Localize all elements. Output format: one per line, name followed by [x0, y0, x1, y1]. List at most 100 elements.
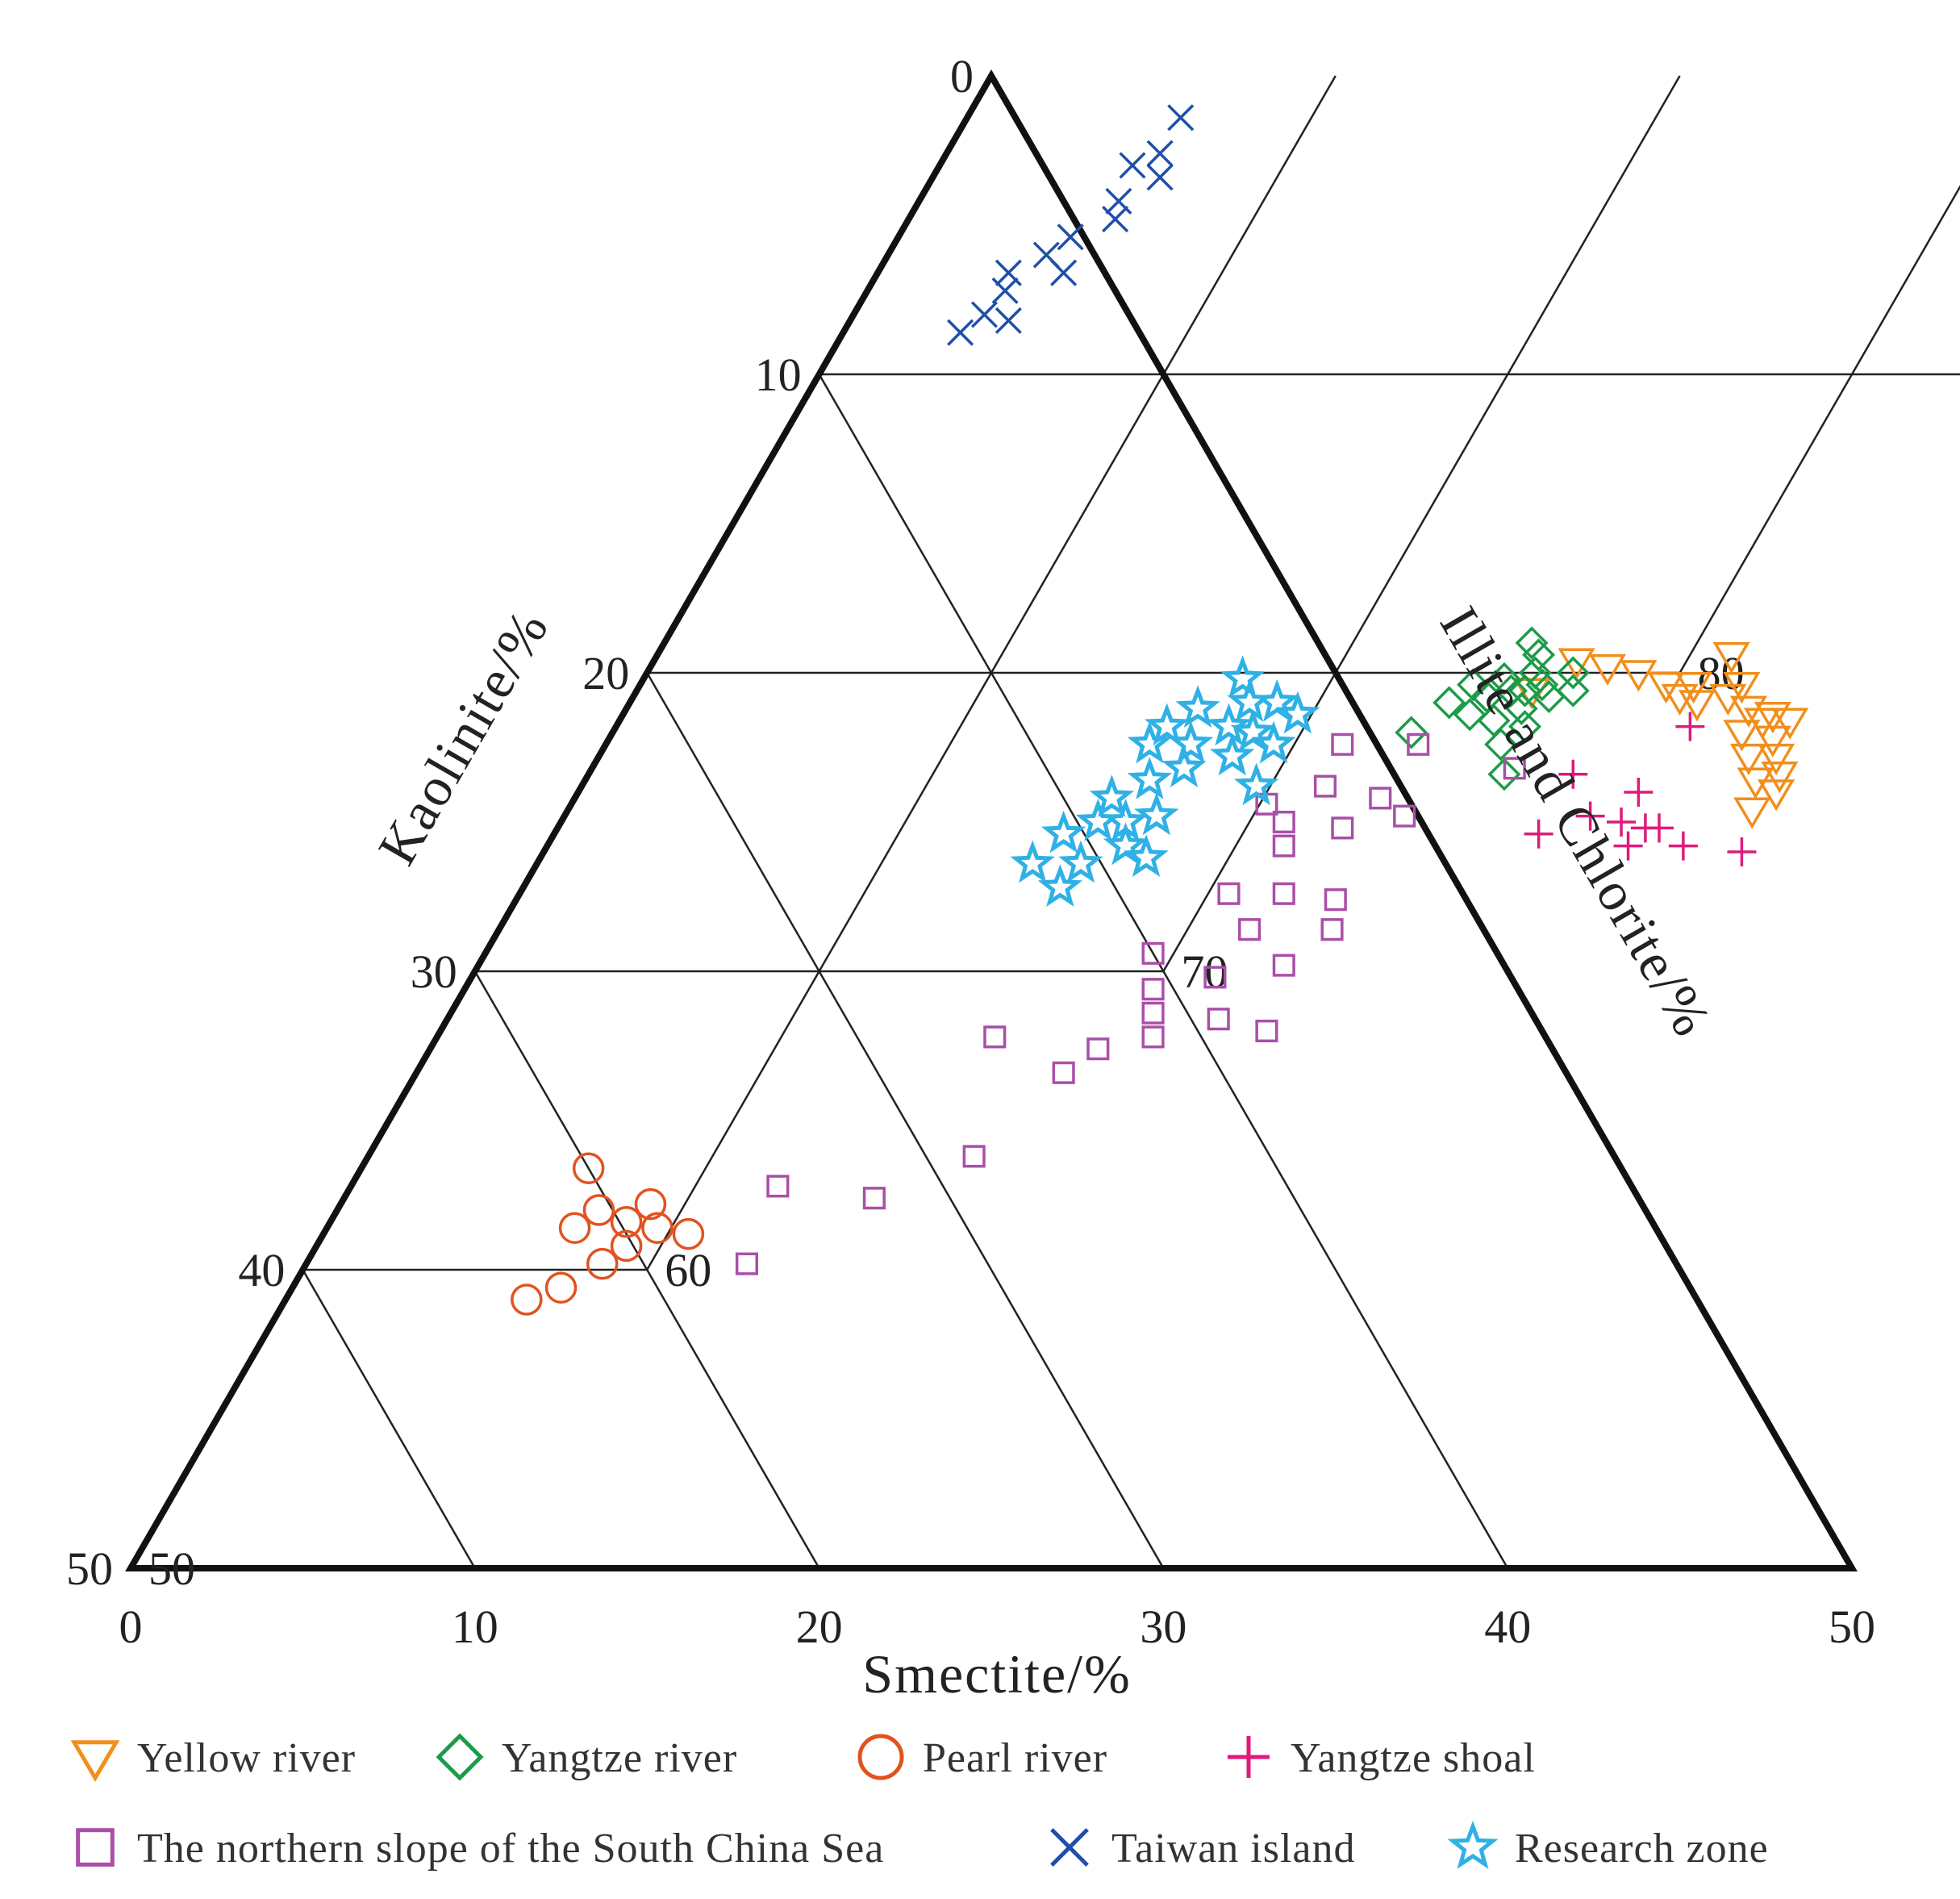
data-point — [558, 1212, 591, 1244]
data-point — [1723, 672, 1761, 704]
legend-label: Yellow river — [137, 1735, 356, 1781]
data-point — [1272, 834, 1295, 858]
bottom-tick-label: 20 — [796, 1601, 843, 1653]
data-point — [1220, 655, 1266, 698]
data-point — [1743, 707, 1782, 740]
left-axis-title: Kaolinite/% — [366, 599, 561, 875]
series-6 — [1010, 655, 1320, 908]
grid-line-illite-10 — [302, 1269, 476, 1569]
data-point — [1207, 1008, 1230, 1031]
data-point — [1255, 1019, 1278, 1043]
data-point — [1758, 779, 1795, 812]
data-point — [1712, 642, 1750, 674]
data-point — [1167, 104, 1195, 131]
triangle-grid — [302, 75, 1960, 1569]
legend-marker — [1447, 1820, 1499, 1869]
data-point — [1320, 918, 1344, 941]
data-point — [1624, 778, 1653, 807]
data-point — [1508, 710, 1542, 744]
data-point — [1331, 816, 1354, 840]
data-point — [1737, 767, 1774, 799]
series-0 — [1513, 642, 1809, 829]
data-point — [1146, 140, 1174, 167]
data-point — [1272, 882, 1295, 905]
grid-line-illite-30 — [646, 672, 1165, 1569]
data-point — [1037, 864, 1083, 908]
data-point — [1369, 787, 1392, 810]
legend-item: Research zone — [1447, 1820, 1768, 1872]
data-point — [1254, 678, 1299, 722]
data-point — [962, 1145, 986, 1168]
bottom-tick-label: 40 — [1484, 1601, 1531, 1653]
data-point — [1729, 743, 1768, 776]
data-point — [1275, 691, 1320, 734]
data-point — [1393, 804, 1416, 828]
data-point — [1141, 1001, 1165, 1025]
data-point — [1124, 834, 1169, 878]
legend-item: Yangtze shoal — [1228, 1735, 1535, 1781]
data-point — [735, 1252, 759, 1275]
data-point — [1127, 720, 1173, 764]
data-point — [1010, 840, 1055, 883]
data-point — [947, 319, 974, 346]
right-axis-title: Illite and Chlorite/% — [1428, 596, 1724, 1046]
legend-label: The northern slope of the South China Se… — [137, 1826, 884, 1872]
legend-label: Pearl river — [923, 1735, 1107, 1781]
data-point — [1733, 797, 1771, 829]
data-point — [641, 1212, 673, 1244]
legend-marker — [1050, 1828, 1089, 1867]
legend-item: Yellow river — [70, 1735, 356, 1782]
data-point — [1729, 695, 1768, 728]
data-point — [1620, 660, 1658, 692]
legend-item: Pearl river — [857, 1734, 1107, 1781]
legend-item: Yangtze river — [436, 1733, 737, 1781]
data-point — [1504, 691, 1538, 725]
data-point — [511, 1283, 543, 1316]
data-point — [544, 1271, 578, 1304]
data-point — [1761, 762, 1799, 794]
data-point — [1272, 810, 1295, 834]
legend-label: Yangtze river — [502, 1735, 737, 1781]
data-point — [1324, 888, 1347, 912]
data-point — [1723, 720, 1761, 752]
legend-marker — [1228, 1736, 1270, 1778]
data-point — [1086, 1037, 1110, 1061]
data-point — [1168, 720, 1214, 764]
data-point — [610, 1229, 643, 1263]
data-point — [1515, 626, 1549, 660]
data-point — [1230, 708, 1276, 752]
data-point — [995, 259, 1022, 286]
data-point — [1313, 774, 1337, 798]
bottom-tick-label: 30 — [1140, 1601, 1186, 1653]
data-point — [1127, 757, 1173, 799]
data-point — [1206, 703, 1252, 746]
data-point — [1674, 672, 1712, 704]
data-point — [983, 1025, 1007, 1049]
data-point — [766, 1175, 790, 1198]
data-point — [1588, 653, 1627, 687]
data-point — [1644, 813, 1674, 843]
data-point — [970, 301, 998, 328]
data-point — [1503, 757, 1526, 780]
data-point — [1558, 759, 1588, 789]
data-point — [572, 1152, 605, 1184]
data-point — [1251, 720, 1296, 764]
data-point — [1331, 732, 1354, 756]
left-tick-label: 20 — [582, 647, 629, 699]
data-point — [582, 1194, 615, 1226]
bottom-tick-label: 50 — [1829, 1601, 1875, 1653]
data-point — [1217, 882, 1241, 905]
data-point — [1233, 762, 1279, 806]
left-tick-label: 30 — [411, 945, 457, 998]
data-point — [1161, 745, 1207, 787]
data-point — [1141, 978, 1165, 1001]
grid-line-illite-40 — [818, 374, 1509, 1569]
data-point — [1119, 152, 1146, 179]
grid-line-smectite-20 — [1162, 75, 1681, 972]
series-1 — [1395, 626, 1590, 791]
legend-item: The northern slope of the South China Se… — [76, 1826, 884, 1872]
data-point — [1102, 206, 1129, 233]
legend: Yellow river Yangtze river Pearl river Yang… — [70, 1733, 1768, 1872]
data-points — [511, 104, 1809, 1316]
